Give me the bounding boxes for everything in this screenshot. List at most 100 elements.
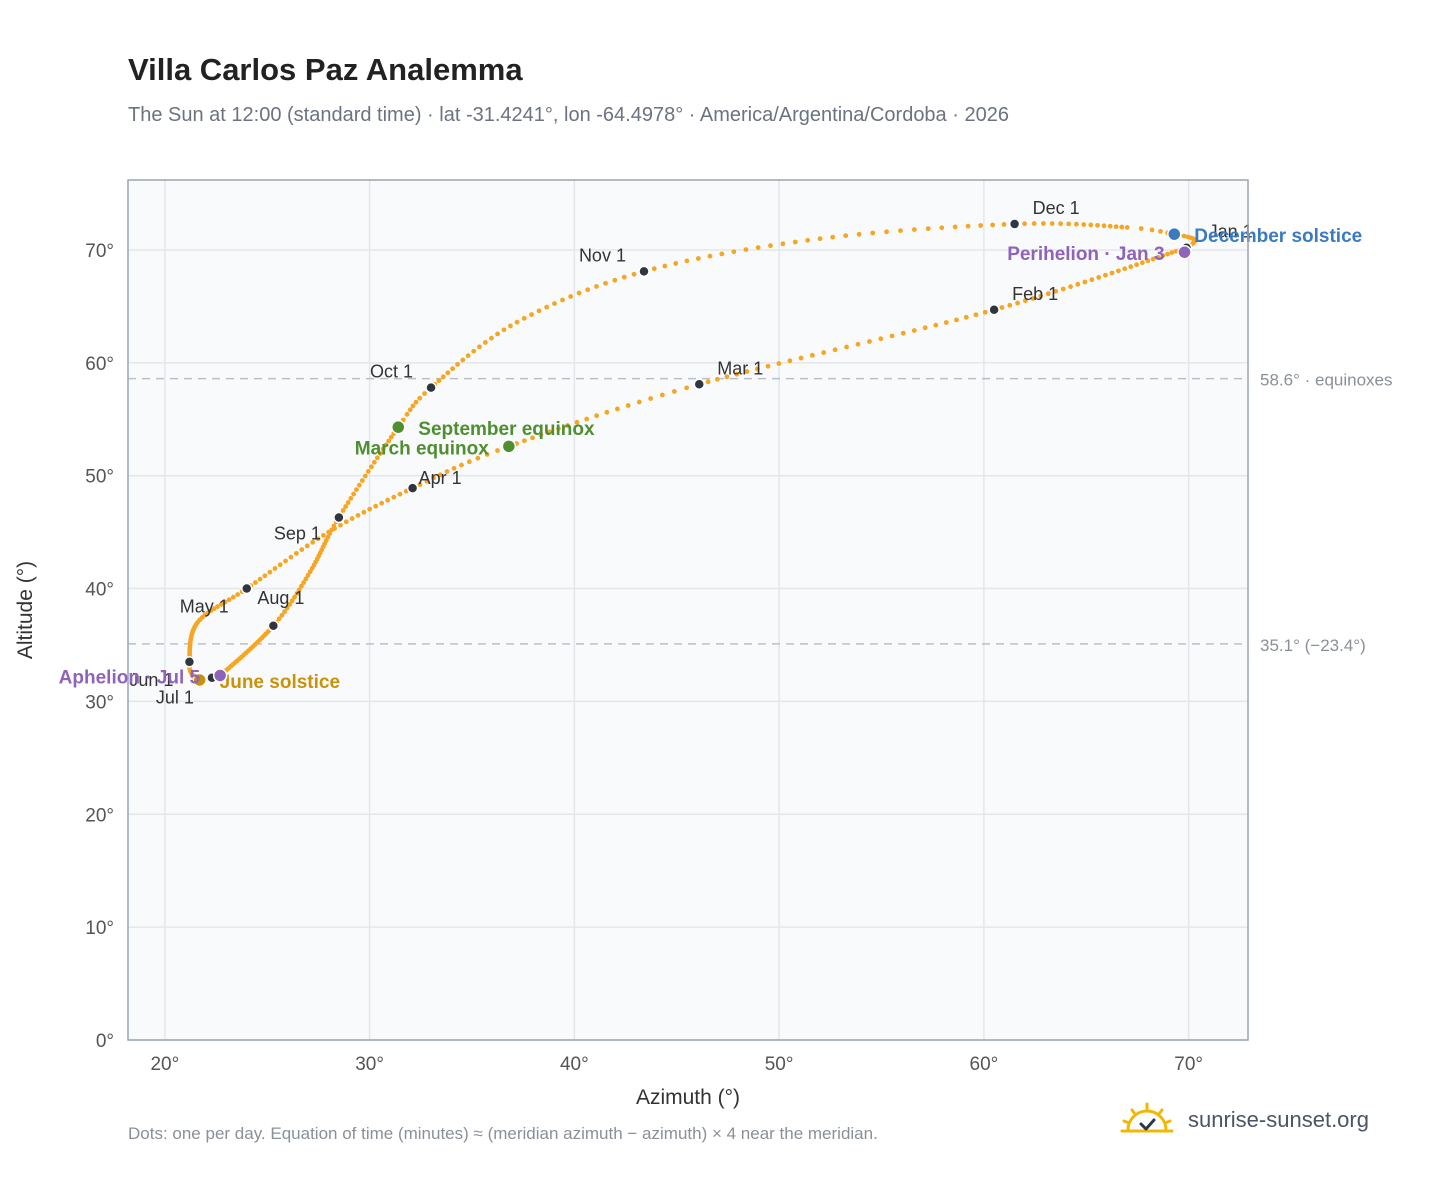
daily-dot — [361, 509, 367, 515]
daily-dot — [304, 543, 310, 549]
daily-dot — [1089, 277, 1095, 283]
daily-dot — [466, 459, 472, 465]
daily-dot — [1134, 262, 1140, 268]
daily-dot — [612, 277, 618, 283]
daily-dot — [262, 573, 268, 579]
reference-line-label: 58.6° · equinoxes — [1260, 371, 1393, 390]
daily-dot — [235, 592, 241, 597]
daily-dot — [1124, 225, 1130, 230]
daily-dot — [460, 357, 466, 363]
brand[interactable]: sunrise-sunset.org — [1120, 1102, 1369, 1138]
daily-dot — [1088, 222, 1094, 228]
daily-dot — [1101, 223, 1107, 229]
daily-dot — [340, 508, 346, 513]
daily-dot — [471, 348, 477, 354]
month-marker — [1008, 218, 1021, 230]
daily-dot — [296, 587, 302, 593]
month-label: Nov 1 — [579, 245, 626, 265]
daily-dot — [383, 442, 389, 448]
month-marker — [241, 582, 253, 595]
y-axis-label: Altitude (°) — [14, 561, 37, 659]
axis-ticks: 20° 30° 40° 50° 60° 70° 0° 10° 20° 30° 40° 50° 60° 70… — [85, 241, 1203, 1075]
daily-dot — [856, 231, 862, 237]
daily-dot — [299, 583, 304, 589]
event-label: Perihelion · Jan 3 — [1007, 244, 1164, 265]
daily-dot — [301, 580, 307, 585]
daily-dot — [990, 222, 996, 228]
month-label: Mar 1 — [717, 358, 763, 378]
month-marker — [333, 511, 345, 524]
daily-dot — [1122, 266, 1128, 272]
month-marker — [425, 381, 437, 394]
daily-dot — [1058, 221, 1064, 227]
y-tick-label: 20° — [85, 805, 114, 826]
daily-dot — [459, 462, 464, 468]
daily-dot — [999, 305, 1005, 310]
month-marker — [638, 265, 650, 278]
daily-dot — [331, 523, 337, 529]
daily-dot — [673, 261, 679, 266]
daily-dot — [284, 605, 290, 611]
x-tick-label: 50° — [765, 1054, 794, 1075]
daily-dot — [574, 419, 580, 425]
daily-dot — [351, 491, 356, 497]
daily-dot — [1109, 270, 1115, 276]
daily-dot — [495, 331, 501, 337]
y-tick-label: 10° — [85, 918, 114, 939]
daily-dot — [1139, 260, 1145, 266]
daily-dot — [379, 500, 385, 506]
daily-dot — [501, 327, 507, 333]
x-tick-label: 20° — [150, 1054, 179, 1075]
daily-dot — [1082, 279, 1088, 285]
daily-dot — [444, 469, 450, 474]
daily-dot — [440, 374, 446, 380]
daily-dot — [933, 322, 939, 328]
daily-dot — [1038, 293, 1044, 299]
daily-dot — [348, 495, 354, 501]
daily-dot — [939, 225, 945, 231]
daily-dot — [963, 314, 969, 320]
daily-dot — [484, 452, 490, 457]
daily-dot — [684, 258, 690, 264]
daily-dot — [514, 319, 520, 325]
daily-dot — [734, 371, 740, 377]
month-marker — [183, 656, 196, 668]
daily-dot — [1096, 275, 1102, 280]
month-label: Feb 1 — [1012, 284, 1058, 304]
daily-dot — [404, 411, 410, 417]
chart-title: Villa Carlos Paz Analemma — [128, 52, 523, 87]
daily-dot — [436, 378, 442, 384]
daily-dot — [900, 330, 906, 336]
daily-dot — [407, 407, 413, 413]
daily-dot — [1075, 281, 1081, 287]
daily-dot — [1160, 253, 1166, 259]
month-marker — [406, 482, 419, 494]
daily-dot — [1045, 291, 1051, 297]
daily-dot — [695, 256, 701, 261]
daily-dot — [1060, 286, 1066, 292]
daily-dot — [821, 350, 827, 355]
daily-dot — [293, 550, 299, 556]
daily-dot — [922, 325, 928, 331]
daily-dot — [451, 465, 457, 471]
daily-dot — [911, 328, 917, 333]
daily-dot — [792, 239, 798, 245]
daily-dot — [1145, 258, 1151, 264]
month-marker — [693, 378, 706, 391]
daily-dot — [362, 473, 368, 479]
event-marker — [192, 672, 207, 688]
daily-dot — [1169, 250, 1175, 255]
daily-dot — [1181, 233, 1187, 239]
event-label: Aphelion · Jul 5 — [59, 667, 201, 688]
daily-dot — [911, 227, 917, 232]
daily-dot — [299, 547, 305, 553]
daily-dot — [719, 251, 725, 257]
footnote: Dots: one per day. Equation of time (min… — [128, 1124, 878, 1143]
month-label: Oct 1 — [370, 362, 413, 382]
daily-dot — [776, 361, 782, 366]
daily-dot — [230, 594, 236, 600]
daily-dot — [437, 472, 443, 478]
daily-dot — [878, 336, 884, 342]
daily-dot — [359, 478, 365, 483]
daily-dot — [954, 317, 959, 323]
